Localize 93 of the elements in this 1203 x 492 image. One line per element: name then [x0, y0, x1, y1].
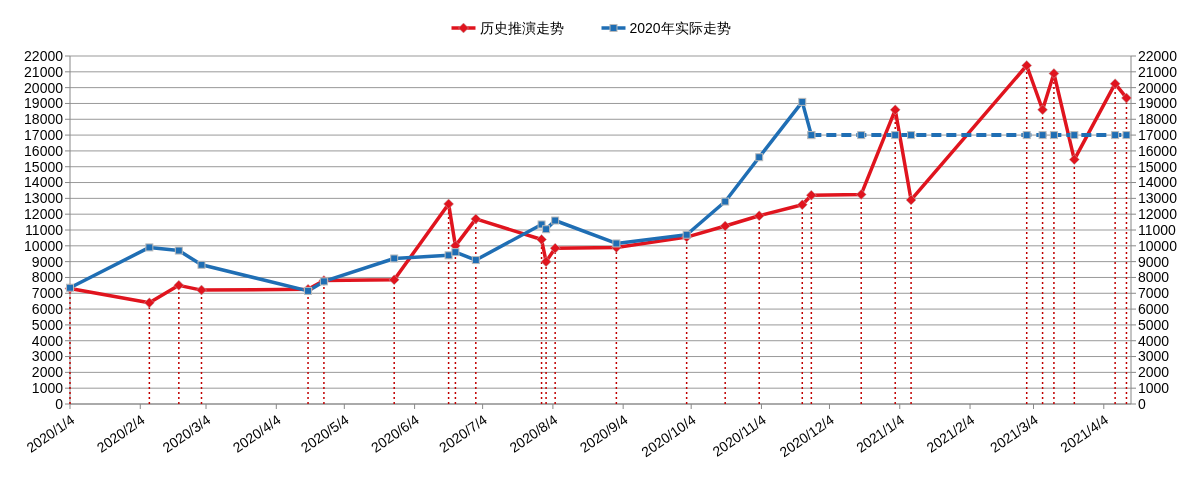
point — [1021, 60, 1032, 71]
y2-tick-label: 12000 — [1138, 206, 1178, 223]
legend-label: 历史推演走势 — [479, 19, 564, 36]
point — [174, 246, 183, 255]
point — [540, 256, 552, 267]
y2-tick-label: 21000 — [1138, 63, 1178, 80]
y-tick-label: 9000 — [31, 253, 64, 270]
point — [889, 104, 901, 116]
point — [806, 189, 817, 201]
point — [1111, 131, 1120, 140]
y-tick-label: 2000 — [31, 364, 64, 381]
point — [721, 197, 730, 206]
y-tick-label: 4000 — [31, 332, 64, 349]
point — [1070, 131, 1079, 140]
y-tick-label: 21000 — [24, 63, 64, 80]
point — [891, 131, 900, 140]
y-tick-label: 5000 — [31, 316, 64, 333]
point — [1038, 131, 1047, 140]
point — [196, 284, 207, 296]
point — [542, 225, 551, 234]
y-tick-label: 6000 — [31, 300, 64, 317]
y2-tick-label: 9000 — [1138, 253, 1170, 270]
y2-tick-label: 6000 — [1138, 300, 1170, 317]
y2-tick-label: 10000 — [1138, 237, 1178, 254]
y2-tick-label: 8000 — [1138, 269, 1170, 286]
point — [444, 251, 453, 260]
y-tick-label: 22000 — [24, 47, 64, 64]
y2-tick-label: 4000 — [1138, 332, 1170, 349]
y-tick-label: 16000 — [24, 142, 64, 159]
point — [682, 230, 691, 239]
y2-tick-label: 1000 — [1138, 380, 1170, 397]
y-tick-label: 14000 — [24, 174, 64, 191]
point — [1048, 68, 1060, 79]
y2-tick-label: 17000 — [1138, 126, 1178, 143]
y2-tick-label: 3000 — [1138, 348, 1170, 365]
y2-tick-label: 20000 — [1138, 79, 1178, 96]
y-tick-label: 15000 — [24, 158, 64, 175]
point — [907, 131, 916, 140]
point — [551, 216, 560, 225]
point — [549, 242, 561, 254]
y2-tick-label: 14000 — [1138, 174, 1178, 191]
y-tick-label: 10000 — [24, 237, 64, 254]
y2-tick-label: 0 — [1138, 395, 1146, 412]
point — [1121, 92, 1132, 104]
point — [388, 274, 400, 286]
y2-tick-label: 13000 — [1138, 190, 1178, 207]
point — [612, 239, 621, 248]
point — [797, 199, 808, 210]
y2-tick-label: 19000 — [1138, 95, 1178, 112]
y-tick-label: 18000 — [24, 111, 64, 128]
y-tick-label: 3000 — [31, 348, 64, 365]
point — [1122, 131, 1131, 140]
y2-tick-label: 15000 — [1138, 158, 1178, 175]
y-tick-label: 11000 — [25, 221, 64, 238]
y-tick-label: 7000 — [31, 285, 64, 302]
y2-tick-label: 11000 — [1138, 221, 1177, 238]
y-tick-label: 20000 — [24, 79, 64, 96]
point — [1037, 104, 1048, 116]
point — [855, 189, 867, 200]
point — [536, 234, 547, 245]
y-tick-label: 1000 — [31, 380, 64, 397]
point — [719, 220, 731, 232]
point — [798, 97, 807, 106]
point — [197, 260, 206, 269]
point — [144, 297, 155, 309]
legend-label: 2020年实际走势 — [629, 19, 731, 36]
point — [471, 256, 480, 265]
point — [1022, 131, 1031, 140]
y2-tick-label: 16000 — [1138, 142, 1178, 159]
y2-tick-label: 18000 — [1138, 111, 1178, 128]
y-tick-label: 17000 — [24, 126, 64, 143]
point — [755, 153, 764, 162]
point — [753, 210, 765, 222]
point — [390, 254, 399, 263]
point — [145, 243, 154, 252]
point — [905, 194, 917, 206]
y-tick-label: 13000 — [24, 190, 64, 207]
y2-tick-label: 7000 — [1138, 285, 1170, 302]
y2-tick-label: 5000 — [1138, 316, 1170, 333]
y2-tick-label: 22000 — [1138, 47, 1178, 64]
point — [1109, 78, 1121, 89]
y-tick-label: 8000 — [31, 269, 64, 286]
point — [173, 280, 185, 291]
y-tick-label: 19000 — [24, 95, 64, 112]
y-tick-label: 12000 — [24, 206, 64, 223]
point — [1069, 154, 1080, 165]
point — [857, 131, 866, 140]
point — [443, 198, 454, 210]
point — [1049, 131, 1058, 140]
point — [451, 248, 460, 257]
y-tick-label: 0 — [55, 395, 64, 412]
y2-tick-label: 2000 — [1138, 364, 1170, 381]
point — [470, 213, 482, 225]
